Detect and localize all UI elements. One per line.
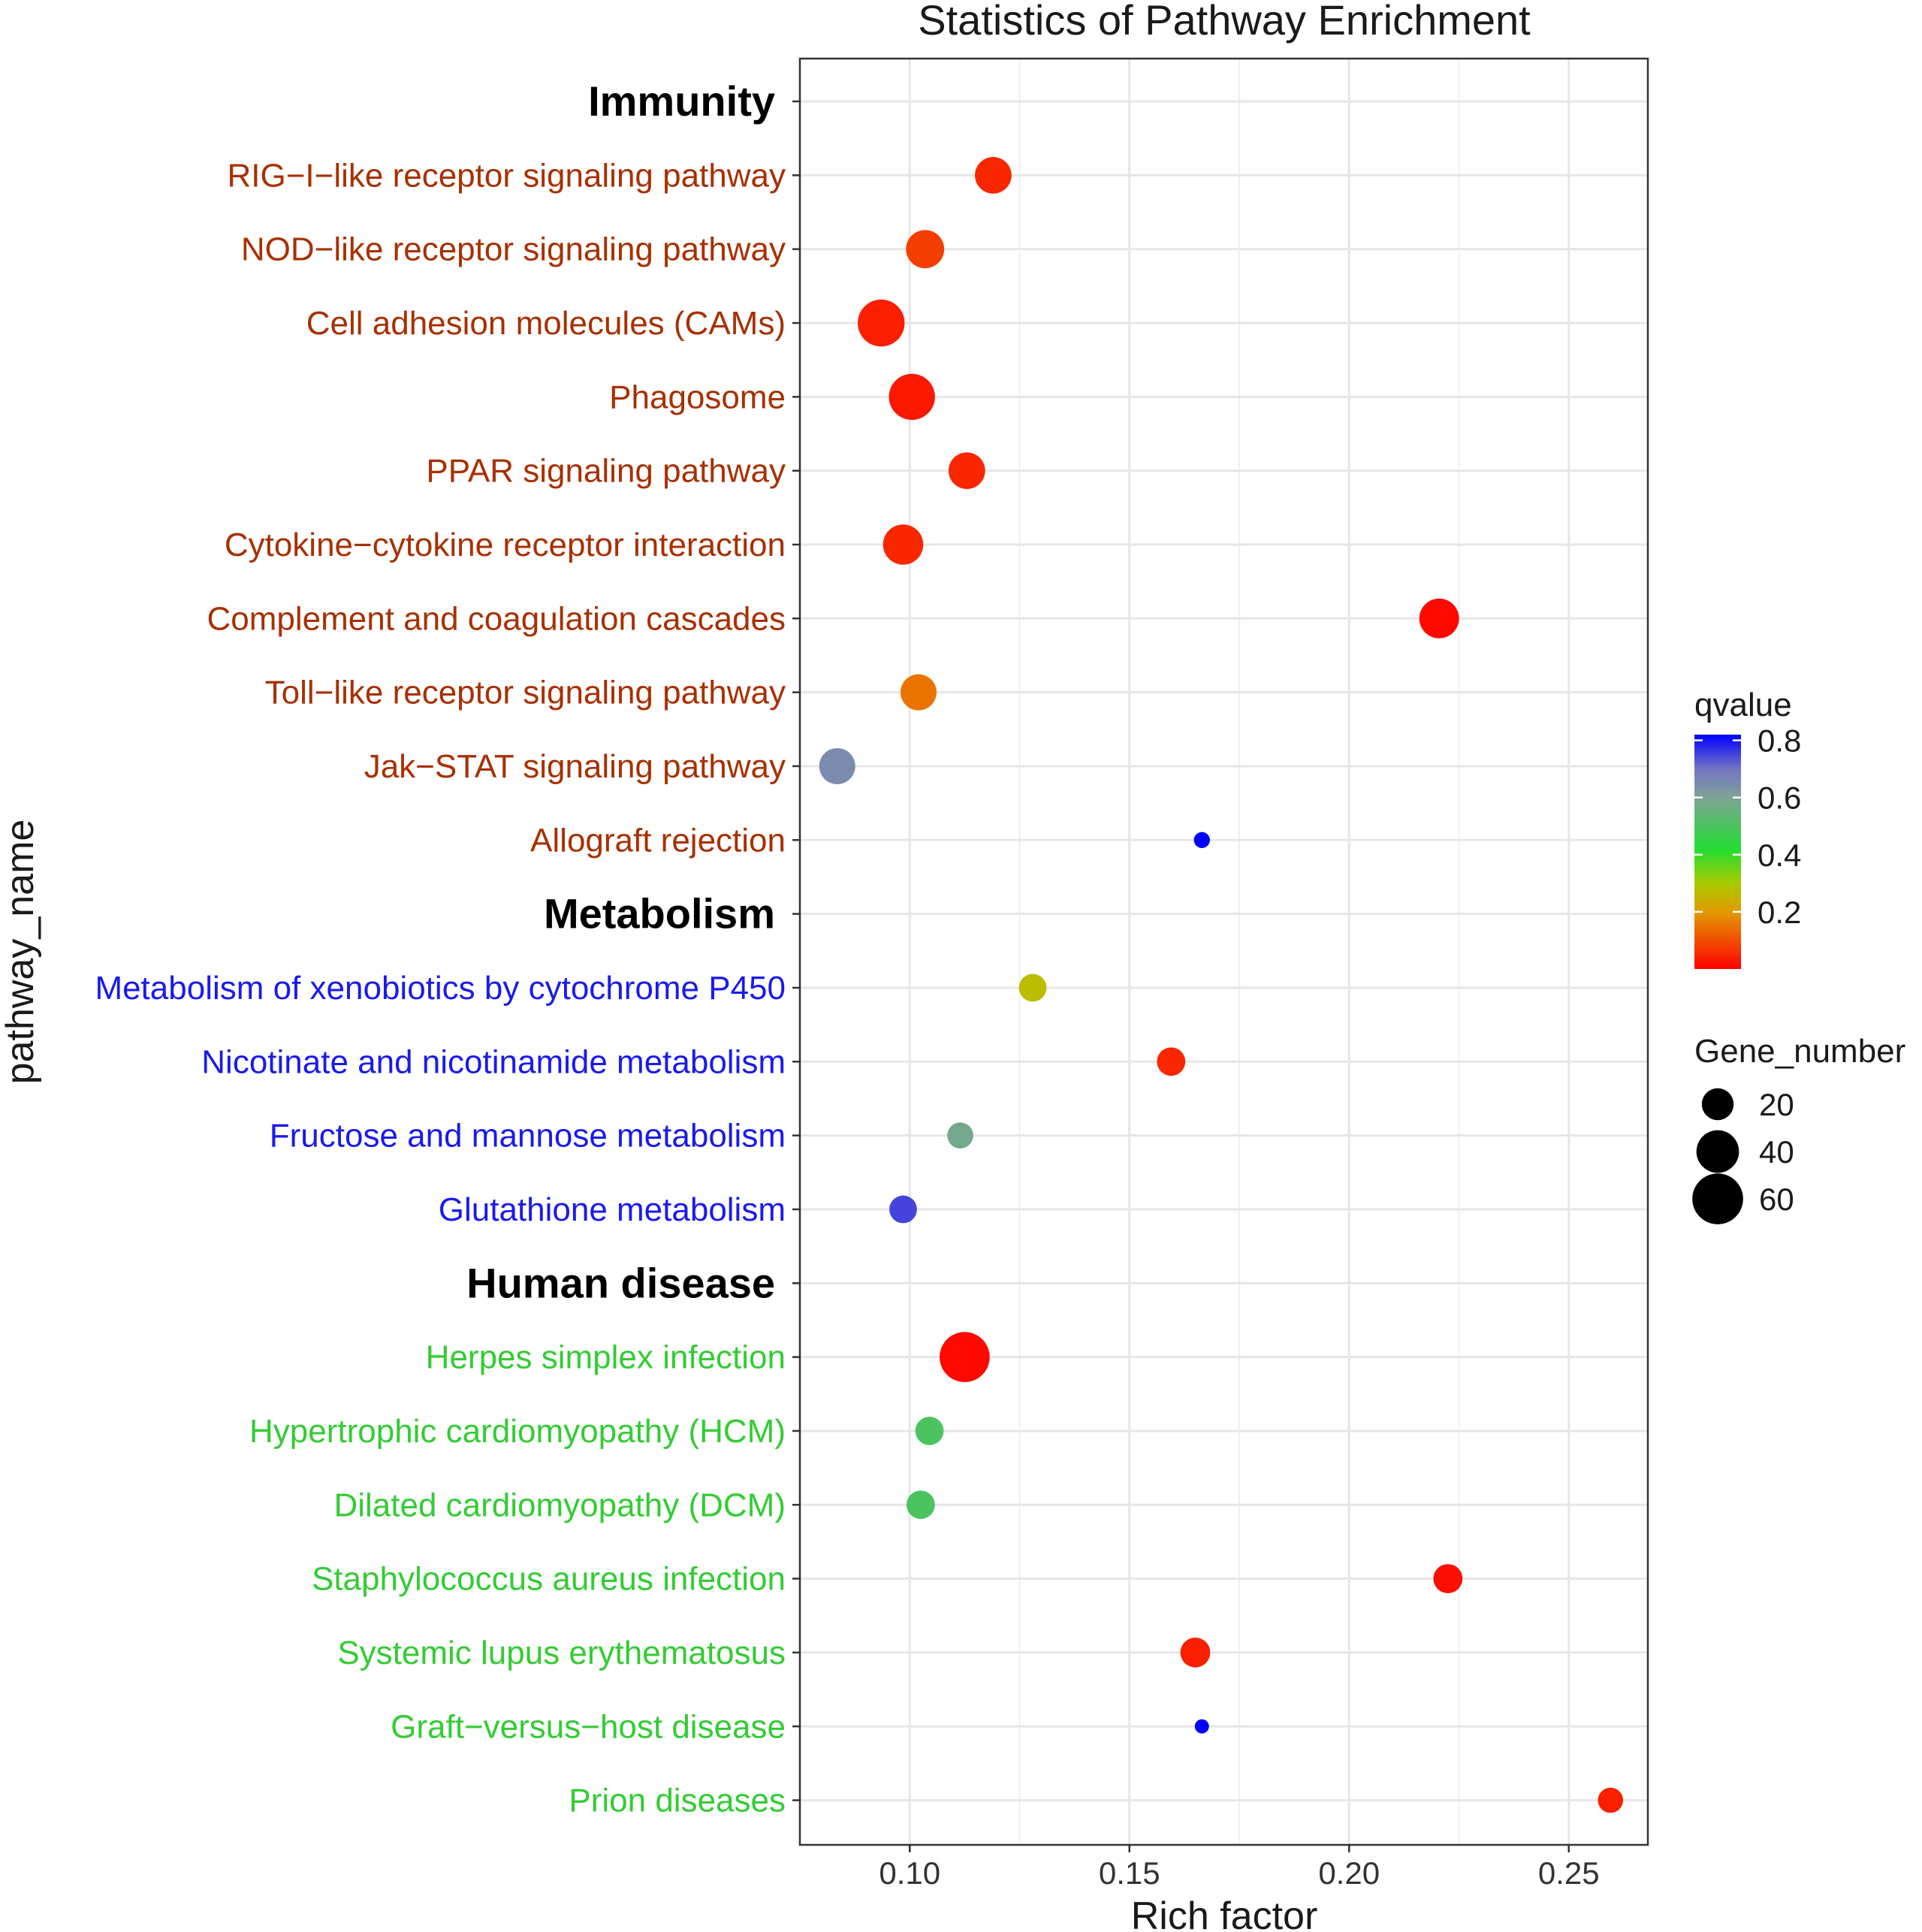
x-tick-label: 0.20 [1318,1855,1380,1891]
color-legend-title: qvalue [1694,687,1792,723]
data-point [889,1195,917,1224]
pathway-label: Fructose and mannose metabolism [270,1118,786,1155]
size-legend-dot [1701,1088,1734,1121]
colorbar-tick-label: 0.8 [1758,723,1801,759]
x-tick-label: 0.25 [1538,1855,1600,1891]
data-point [1433,1564,1463,1594]
data-point [906,230,945,269]
pathway-label: Cell adhesion molecules (CAMs) [306,305,786,342]
group-label: Immunity [588,77,775,125]
pathway-label: Metabolism of xenobiotics by cytochrome … [95,970,786,1007]
pathway-label: Systemic lupus erythematosus [337,1635,786,1671]
x-tick-label: 0.10 [879,1855,940,1891]
data-point [1419,598,1459,638]
data-point [975,156,1012,194]
data-point [1180,1638,1211,1668]
data-point [940,1332,990,1382]
plot-panel [800,59,1648,1845]
data-point [857,299,905,347]
data-point [883,524,924,565]
x-axis: 0.10 0.15 0.20 0.25 [879,1845,1600,1891]
size-legend-label: 40 [1759,1134,1794,1170]
data-point [1598,1787,1624,1813]
data-point [1194,1719,1209,1734]
data-points [819,156,1624,1813]
data-point [915,1417,944,1445]
pathway-label: Toll−like receptor signaling pathway [265,675,786,711]
data-point [948,452,985,490]
pathway-label: Prion diseases [569,1783,786,1819]
plot-border [798,57,1649,1846]
size-legend-dot [1692,1173,1743,1224]
grid [799,59,1648,1845]
size-legend: Gene_number 20 40 60 [1692,1033,1905,1224]
pathway-label: Nicotinate and nicotinamide metabolism [201,1043,786,1080]
data-point [1157,1047,1186,1076]
pathway-label: Jak−STAT signaling pathway [364,748,786,785]
pathway-label: Cytokine−cytokine receptor interaction [225,527,786,563]
size-legend-title: Gene_number [1694,1033,1905,1070]
data-point [1193,832,1210,848]
colorbar [1694,735,1741,969]
colorbar-tick-label: 0.4 [1758,838,1801,873]
colorbar-tick-label: 0.2 [1758,895,1801,930]
pathway-label: Hypertrophic cardiomyopathy (HCM) [249,1413,786,1450]
data-point [900,674,937,711]
group-label: Human disease [466,1259,775,1306]
size-legend-label: 60 [1759,1182,1794,1217]
chart-title: Statistics of Pathway Enrichment [918,0,1531,44]
pathway-label: Graft−versus−host disease [391,1708,786,1745]
data-point [819,747,855,784]
data-point [906,1490,935,1520]
pathway-label: Allograft rejection [530,822,786,859]
colorbar-tick-label: 0.6 [1758,780,1801,816]
pathway-label: Glutathione metabolism [439,1191,786,1228]
group-label: Metabolism [544,890,775,937]
pathway-label: PPAR signaling pathway [426,453,786,490]
pathway-label: Staphylococcus aureus infection [312,1561,786,1598]
size-legend-label: 20 [1759,1087,1794,1122]
size-legend-dot [1696,1130,1739,1173]
pathway-label: Herpes simplex infection [426,1339,786,1376]
category-labels: Immunity RIG−I−like receptor signaling pa… [95,77,800,1819]
data-point [1018,974,1047,1002]
pathway-label: RIG−I−like receptor signaling pathway [227,157,786,194]
y-axis-title: pathway_name [0,820,42,1085]
x-axis-title: Rich factor [1131,1894,1318,1932]
pathway-label: Phagosome [609,379,786,415]
x-tick-label: 0.15 [1099,1855,1160,1891]
pathway-label: Dilated cardiomyopathy (DCM) [333,1487,786,1523]
data-point [947,1122,973,1149]
pathway-label: NOD−like receptor signaling pathway [241,231,786,268]
pathway-label: Complement and coagulation cascades [207,600,786,637]
data-point [889,373,935,420]
color-legend: qvalue 0.2 0.4 0.6 0.8 [1694,687,1801,969]
